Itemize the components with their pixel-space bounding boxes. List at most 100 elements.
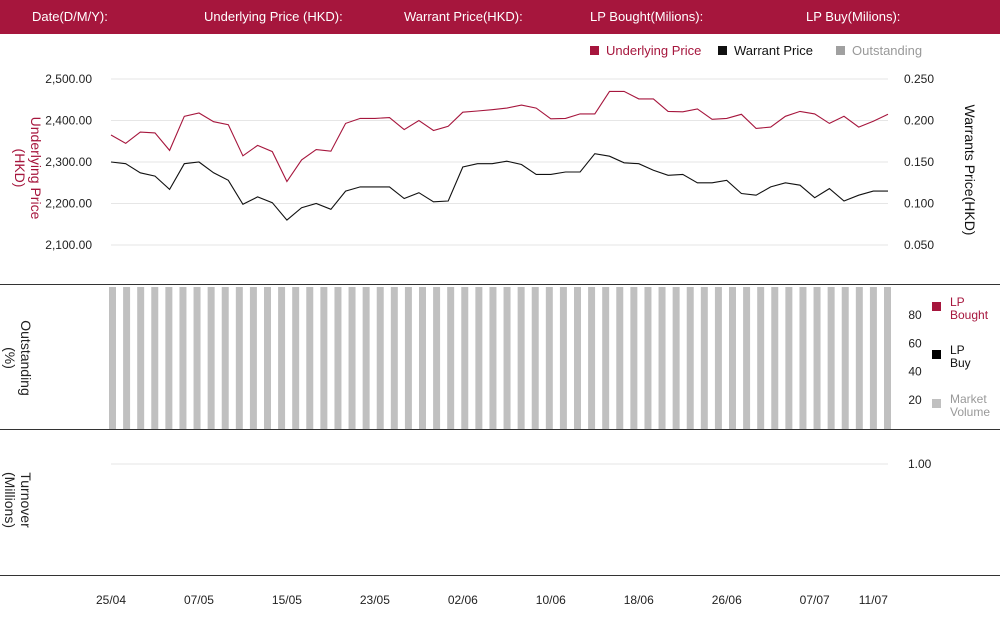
market-volume-bar xyxy=(165,287,173,429)
underlying-swatch-icon xyxy=(590,46,599,55)
lp-bought-label: LP Bought(Milions): xyxy=(590,9,704,24)
x-tick-label: 02/06 xyxy=(448,593,478,607)
legend-lp-bought-line1: LP xyxy=(950,295,965,309)
market-volume-bar xyxy=(151,287,159,429)
legend-market-volume[interactable]: Market Volume xyxy=(932,393,1000,421)
market-volume-bar xyxy=(785,287,793,429)
legend-lp-bought[interactable]: LP Bought xyxy=(932,296,1000,324)
market-volume-bar xyxy=(757,287,765,429)
market-volume-bar xyxy=(517,287,525,429)
left-tick-label: 2,500.00 xyxy=(45,72,92,86)
market-volume-bar xyxy=(559,287,567,429)
legend-lp-buy-line1: LP xyxy=(950,343,965,357)
market-volume-bar xyxy=(179,287,187,429)
market-volume-bar xyxy=(884,287,891,429)
x-tick-label: 15/05 xyxy=(272,593,302,607)
outstanding-tick-label: 80 xyxy=(908,308,922,322)
legend-market-volume-label: Market Volume xyxy=(950,393,990,419)
x-tick-label: 07/05 xyxy=(184,593,214,607)
market-volume-bar xyxy=(799,287,807,429)
market-volume-bar xyxy=(390,287,398,429)
market-volume-bar xyxy=(249,287,257,429)
market-volume-bar xyxy=(855,287,863,429)
outstanding-swatch-icon xyxy=(836,46,845,55)
warrant-price-line xyxy=(110,153,888,221)
market-volume-bar xyxy=(729,287,736,429)
outstanding-tick-label: 40 xyxy=(908,365,922,379)
lp-buy-swatch-icon xyxy=(932,350,941,359)
market-volume-bar xyxy=(574,287,581,429)
legend-outstanding-label: Outstanding xyxy=(852,43,923,58)
x-tick-label: 23/05 xyxy=(360,593,390,607)
market-volume-bar xyxy=(404,287,412,429)
market-volume-bar xyxy=(447,287,455,429)
header-bar: Date(D/M/Y): Underlying Price (HKD): War… xyxy=(0,0,1000,34)
underlying-price-label: Underlying Price (HKD): xyxy=(204,9,343,24)
market-volume-bar xyxy=(362,287,370,429)
legend-warrant[interactable]: Warrant Price xyxy=(718,43,813,58)
market-volume-bar xyxy=(686,287,694,429)
lp-buy-label: LP Buy(Milions): xyxy=(806,9,901,24)
market-volume-bar xyxy=(475,287,483,429)
legend-lp-bought-line2: Bought xyxy=(950,308,989,322)
right-tick-label: 0.250 xyxy=(904,72,934,86)
market-volume-bar xyxy=(630,287,638,429)
x-tick-label: 07/07 xyxy=(800,593,830,607)
market-volume-swatch-icon xyxy=(932,399,941,408)
legend-lp-buy[interactable]: LP Buy xyxy=(932,344,1000,372)
market-volume-bar xyxy=(433,287,441,429)
market-volume-bar xyxy=(545,287,553,429)
market-volume-bars xyxy=(109,287,891,429)
market-volume-bar xyxy=(221,287,229,429)
turnover-tick-label: 1.00 xyxy=(908,457,932,471)
x-tick-label: 25/04 xyxy=(96,593,126,607)
x-tick-label: 26/06 xyxy=(712,593,742,607)
axis-ticks: 2,500.00 2,400.00 2,300.00 2,200.00 2,100.00… xyxy=(45,72,934,607)
legend-outstanding[interactable]: Outstanding xyxy=(836,43,922,58)
left-tick-label: 2,400.00 xyxy=(45,114,92,128)
x-tick-label: 18/06 xyxy=(624,593,654,607)
x-tick-label: 11/07 xyxy=(859,593,888,607)
right-tick-label: 0.100 xyxy=(904,197,934,211)
market-volume-bar xyxy=(813,287,821,429)
market-volume-bar xyxy=(616,287,624,429)
left-tick-label: 2,300.00 xyxy=(45,155,92,169)
market-volume-bar xyxy=(771,287,779,429)
right-tick-label: 0.050 xyxy=(904,238,934,252)
market-volume-bar xyxy=(376,287,384,429)
market-volume-bar xyxy=(588,287,596,429)
market-volume-bar xyxy=(419,287,426,429)
legend-lp-bought-label: LP Bought xyxy=(950,296,988,322)
market-volume-bar xyxy=(827,287,835,429)
legend-underlying-label: Underlying Price xyxy=(606,43,702,58)
market-volume-bar xyxy=(531,287,539,429)
market-volume-bar xyxy=(461,287,469,429)
market-volume-bar xyxy=(235,287,243,429)
legend-lp-buy-label: LP Buy xyxy=(950,344,971,370)
lp-bought-swatch-icon xyxy=(932,302,941,311)
legend-market-volume-line2: Volume xyxy=(950,405,991,419)
market-volume-bar xyxy=(320,287,328,429)
warrant-price-label: Warrant Price(HKD): xyxy=(404,9,523,24)
market-volume-bar xyxy=(278,287,286,429)
market-volume-bar xyxy=(292,287,300,429)
market-volume-bar xyxy=(348,287,356,429)
market-volume-bar xyxy=(334,287,342,429)
market-volume-bar xyxy=(109,287,116,429)
date-label: Date(D/M/Y): xyxy=(32,9,108,24)
left-tick-label: 2,200.00 xyxy=(45,197,92,211)
market-volume-bar xyxy=(503,287,511,429)
outstanding-tick-label: 20 xyxy=(908,393,922,407)
market-volume-bar xyxy=(743,287,751,429)
market-volume-bar xyxy=(264,287,271,429)
legend-lp-buy-line2: Buy xyxy=(950,356,971,370)
separator-1 xyxy=(0,284,1000,285)
market-volume-bar xyxy=(700,287,708,429)
legend-warrant-label: Warrant Price xyxy=(734,43,813,58)
legend-underlying[interactable]: Underlying Price xyxy=(590,43,701,58)
separator-3 xyxy=(0,575,1000,576)
market-volume-bar xyxy=(137,287,145,429)
market-volume-bar xyxy=(714,287,722,429)
separator-2 xyxy=(0,429,1000,430)
